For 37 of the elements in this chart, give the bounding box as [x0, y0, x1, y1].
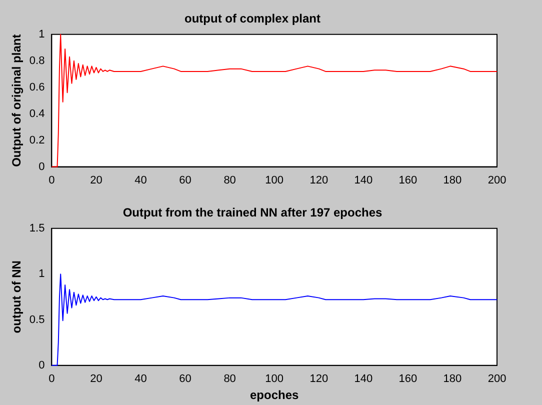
y-tick-label: 0.4	[29, 108, 45, 120]
x-tick-label: 200	[488, 373, 506, 386]
x-tick-label: 80	[224, 373, 236, 386]
x-tick-label: 120	[310, 373, 328, 386]
chart-title: output of complex plant	[184, 12, 320, 26]
y-axis-title: output of NN	[10, 260, 24, 334]
y-tick-label: 0.2	[29, 134, 45, 146]
x-tick-label: 40	[134, 373, 147, 386]
x-tick-label: 20	[90, 373, 102, 386]
x-axis-title: epoches	[250, 388, 300, 402]
x-tick-label: 0	[48, 373, 55, 386]
x-tick-label: 180	[443, 174, 462, 186]
x-tick-label: 140	[354, 174, 373, 186]
x-tick-label: 40	[134, 174, 147, 186]
x-tick-label: 60	[179, 373, 192, 386]
y-tick-label: 1	[38, 28, 45, 40]
y-tick-label: 0.8	[29, 54, 45, 67]
x-tick-label: 100	[265, 373, 284, 386]
x-tick-label: 160	[398, 174, 418, 186]
y-tick-label: 0	[38, 359, 45, 372]
x-tick-label: 60	[179, 174, 192, 186]
x-tick-label: 20	[90, 174, 102, 186]
y-axis-title: Output of original plant	[10, 34, 24, 167]
y-tick-label: 0	[38, 160, 45, 173]
y-tick-label: 1	[38, 268, 45, 280]
x-tick-label: 180	[443, 373, 462, 386]
x-tick-label: 80	[224, 174, 236, 186]
x-tick-label: 120	[310, 174, 328, 186]
y-tick-label: 0.6	[29, 81, 45, 94]
y-tick-label: 0.5	[29, 314, 45, 326]
x-tick-label: 140	[354, 373, 373, 386]
chart-title: Output from the trained NN after 197 epoches	[122, 206, 383, 220]
x-tick-label: 100	[265, 174, 284, 186]
x-tick-label: 200	[488, 174, 506, 186]
x-tick-label: 160	[398, 373, 418, 386]
x-tick-label: 0	[48, 174, 55, 186]
y-tick-label: 1.5	[29, 222, 45, 234]
